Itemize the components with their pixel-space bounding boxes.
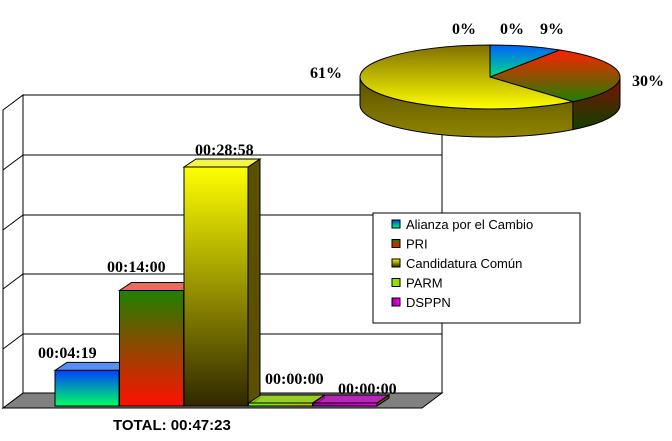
pie-label: 0% [452,21,476,38]
pie-label: 0% [500,21,524,38]
data-label: 00:14:00 [107,259,166,276]
pie-label: 61% [310,65,342,82]
bars: 00:04:19 00:14:00 00:28:58 00:00:00 00:00:00 [38,142,397,407]
gridline [2,333,24,350]
bar-front [312,402,378,407]
gridline [2,214,24,231]
bar-front [119,289,184,407]
bar-side [247,158,261,407]
legend-swatch [391,239,401,248]
bar-2 [182,158,262,407]
legend-swatch [391,219,401,229]
legend-entry: Alianza por el Cambio [406,217,533,232]
pie-slice-1 [488,49,621,103]
gridline [2,154,24,171]
bar-front [248,402,313,407]
legend-entry: Candidatura Común [406,256,522,271]
pie-slice-2 [359,44,574,110]
legend-swatch [391,278,401,287]
data-label: 00:00:00 [338,381,397,398]
bar-front [183,166,249,407]
legend-entry: PRI [406,237,428,252]
total-label: TOTAL: 00:47:23 [113,417,231,434]
pie-label: 30% [632,73,664,90]
legend-entry: DSPPN [406,295,451,310]
legend-swatch [391,297,401,307]
pie-label: 9% [540,21,564,38]
pie-chart: 9% 30% 61% 0% 0% [310,21,664,138]
gridline [2,273,24,290]
legend-entry: PARM [406,276,443,291]
side-wall [2,94,24,409]
bar-top [246,394,327,404]
legend-swatch [391,258,401,268]
legend-box [372,212,581,324]
legend: Alianza por el Cambio PRI Candidatura Comú… [372,212,581,324]
data-label: 00:04:19 [38,345,97,362]
data-label: 00:00:00 [265,371,324,388]
bar-top [182,158,262,168]
bar-4 [311,394,391,407]
data-label: 00:28:58 [195,142,254,159]
bar-front [54,369,120,407]
